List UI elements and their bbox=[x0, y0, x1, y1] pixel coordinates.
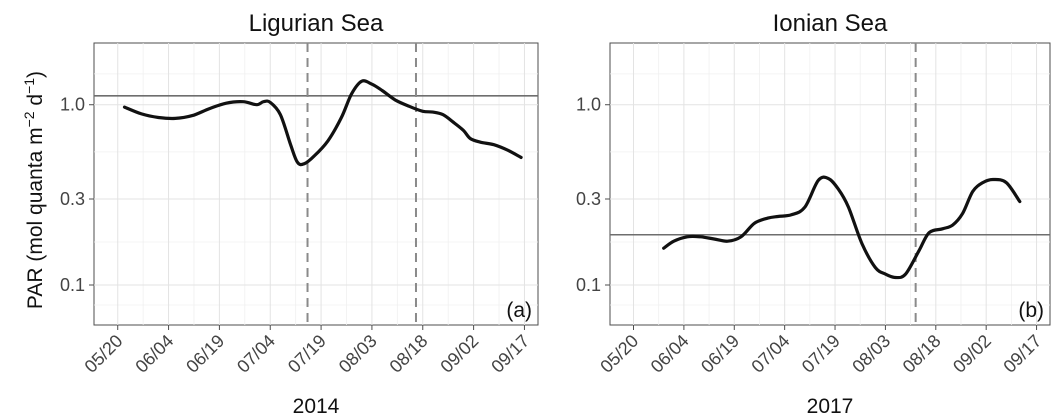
panel-title: Ligurian Sea bbox=[249, 10, 384, 37]
x-tick-label: 06/04 bbox=[647, 331, 693, 377]
y-tick-label: 1.0 bbox=[576, 95, 601, 115]
panel-tag: (b) bbox=[1018, 299, 1044, 322]
y-tick-label: 0.3 bbox=[60, 189, 85, 209]
panel-title: Ionian Sea bbox=[773, 10, 888, 37]
x-tick-label: 08/03 bbox=[848, 331, 894, 377]
x-tick-label: 08/18 bbox=[899, 331, 945, 377]
x-tick-label: 09/02 bbox=[436, 331, 482, 377]
x-tick-label: 06/19 bbox=[182, 331, 228, 377]
par-series-line bbox=[662, 175, 1022, 280]
x-tick-label: 07/19 bbox=[798, 331, 844, 377]
x-tick-label: 09/17 bbox=[999, 331, 1045, 377]
x-tick-label: 07/04 bbox=[233, 331, 279, 377]
panel-ionian-sea: 05/20 06/04 06/19 07/04 07/19 08/03 08/18 09/02… bbox=[576, 10, 1051, 418]
plot-area bbox=[609, 42, 1051, 326]
x-tick-label: 05/20 bbox=[81, 331, 127, 377]
y-tick-label: 0.3 bbox=[576, 189, 601, 209]
x-tick-label: 08/18 bbox=[386, 331, 432, 377]
y-axis-title: PAR (mol quanta m−2 d−1) bbox=[21, 71, 47, 309]
x-tick-label: 09/02 bbox=[949, 331, 995, 377]
y-tick-label: 0.1 bbox=[60, 275, 85, 295]
x-tick-label: 05/20 bbox=[596, 331, 642, 377]
plot-area bbox=[93, 42, 539, 326]
x-axis-title: 2014 bbox=[293, 395, 340, 418]
panel-ligurian-sea: 05/20 06/04 06/19 07/04 07/19 08/03 08/18 09/02… bbox=[60, 10, 539, 418]
y-tick-label: 1.0 bbox=[60, 95, 85, 115]
x-tick-label: 06/19 bbox=[697, 331, 743, 377]
x-tick-label: 06/04 bbox=[131, 331, 177, 377]
par-series-line bbox=[122, 79, 523, 167]
x-tick-label: 07/19 bbox=[284, 331, 330, 377]
x-tick-label: 08/03 bbox=[335, 331, 381, 377]
y-tick-label: 0.1 bbox=[576, 275, 601, 295]
panel-tag: (a) bbox=[506, 299, 532, 322]
x-tick-label: 07/04 bbox=[747, 331, 793, 377]
x-axis-title: 2017 bbox=[807, 395, 854, 418]
x-tick-label: 09/17 bbox=[487, 331, 533, 377]
